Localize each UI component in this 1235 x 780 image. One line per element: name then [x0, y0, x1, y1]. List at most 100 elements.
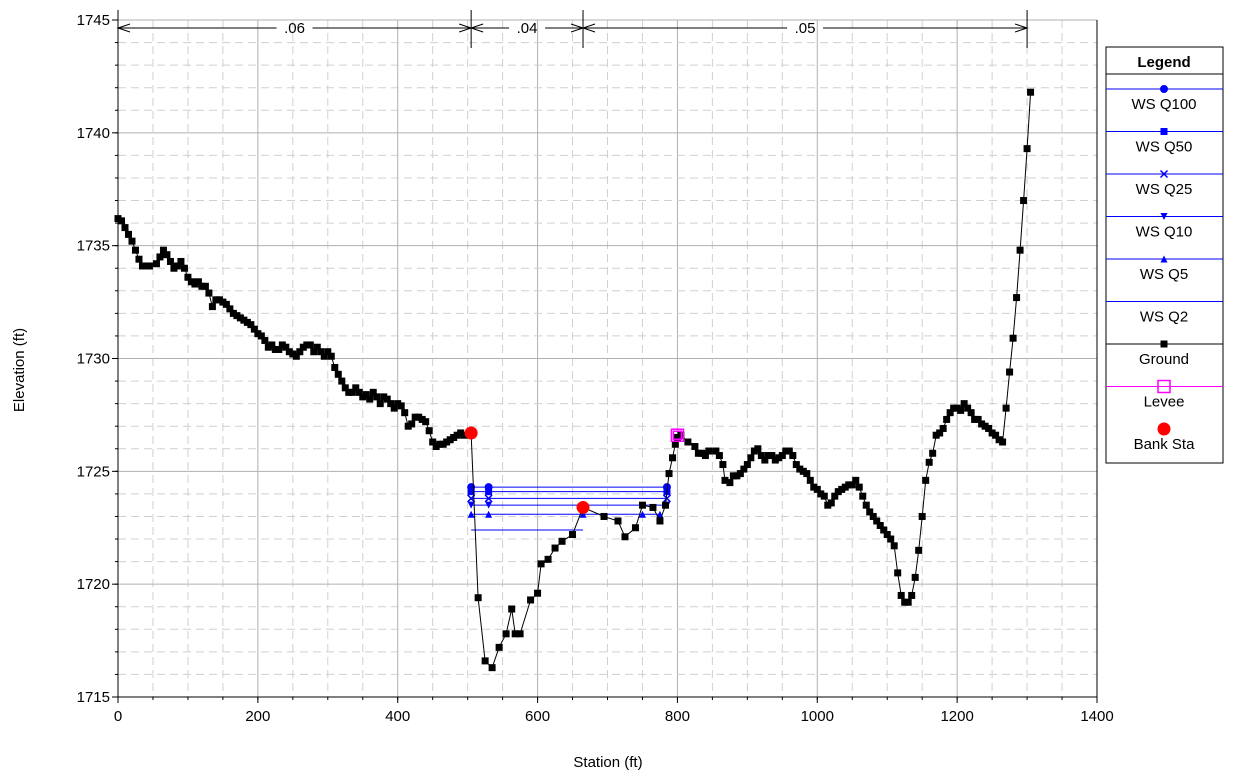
ground-point — [324, 348, 332, 356]
ground-point — [621, 533, 629, 541]
ground-point — [558, 537, 566, 545]
ground-point — [939, 424, 947, 432]
ws-point-q5 — [485, 510, 493, 518]
ground-point — [250, 325, 258, 333]
x-tick-label: 600 — [525, 708, 550, 725]
axes: 0 200 400 600 800 1000 1200 1400 1715 1720 1725 173… — [77, 12, 1114, 725]
ground-point — [338, 377, 346, 385]
ground-point — [390, 404, 398, 412]
legend-marker — [1157, 379, 1171, 394]
ground-point — [317, 348, 325, 356]
ground-point — [684, 438, 692, 446]
ground-point — [614, 517, 622, 525]
ground-point — [768, 452, 776, 460]
ground-point — [331, 364, 339, 372]
ground-point — [348, 388, 356, 396]
ground-point — [341, 384, 349, 392]
roughness-label: .04 — [517, 20, 538, 37]
y-tick-label: 1745 — [77, 12, 110, 29]
ground-point — [936, 429, 944, 437]
ground-point — [922, 476, 930, 484]
ground-point — [669, 454, 677, 462]
y-tick-label: 1720 — [77, 576, 110, 593]
y-axis-label: Elevation (ft) — [11, 328, 28, 412]
ws-point-q5 — [638, 510, 646, 518]
ground-point — [726, 479, 734, 487]
ws-point-q25 — [484, 494, 493, 503]
roughness-arrowhead — [469, 23, 484, 33]
roughness-arrowhead — [1014, 23, 1029, 33]
legend-marker — [1160, 128, 1168, 135]
ground-point — [138, 262, 146, 270]
ground-point — [502, 630, 510, 638]
ground-point — [778, 452, 786, 460]
ground-point — [665, 470, 673, 478]
roughness-arrowhead — [581, 23, 596, 33]
ground-point — [761, 456, 769, 464]
ground-point — [474, 594, 482, 602]
ground-point — [827, 499, 835, 507]
ground-point — [918, 512, 926, 520]
ground-point — [649, 503, 657, 511]
y-tick-label: 1725 — [77, 463, 110, 480]
ground-point — [600, 512, 608, 520]
legend-title: Legend — [1137, 54, 1190, 71]
ground-point — [715, 452, 723, 460]
x-tick-label: 0 — [114, 708, 122, 725]
ground-point — [721, 476, 729, 484]
ground-point — [638, 501, 646, 509]
ground-point — [205, 289, 213, 297]
ground-point — [292, 352, 300, 360]
ground-point — [740, 465, 748, 473]
ground-point — [551, 544, 559, 552]
ground-point — [946, 409, 954, 417]
ground-point — [376, 400, 384, 408]
ground-point — [925, 458, 933, 466]
ground-point — [656, 517, 664, 525]
ground-point — [569, 531, 577, 539]
ground-point — [145, 262, 153, 270]
ground-point — [890, 542, 898, 550]
ground-point — [208, 303, 216, 311]
ground-point — [960, 400, 968, 408]
roughness-label: .05 — [795, 20, 816, 37]
ground-point — [806, 476, 814, 484]
ground-point — [820, 492, 828, 500]
ground-point — [929, 449, 937, 457]
ground-point — [516, 630, 524, 638]
ground-point — [671, 440, 679, 448]
ground-point — [166, 257, 174, 265]
ground-point — [757, 452, 765, 460]
ground-point — [177, 257, 185, 265]
ground-point — [967, 409, 975, 417]
ground-point — [862, 501, 870, 509]
ground-point — [362, 391, 370, 399]
legend-label: Bank Sta — [1134, 436, 1196, 453]
ground-point — [855, 483, 863, 491]
ground-point — [135, 255, 143, 263]
ground-point — [631, 524, 639, 532]
ground-point — [974, 415, 982, 423]
ground-point — [999, 438, 1007, 446]
ground-point — [201, 282, 209, 290]
ground-point — [1016, 246, 1024, 254]
ground-point — [268, 341, 276, 349]
ground-point — [460, 431, 468, 439]
x-tick-label: 800 — [665, 708, 690, 725]
ground-point — [1013, 294, 1021, 302]
ground-point — [527, 596, 535, 604]
ground-point — [897, 591, 905, 599]
x-tick-label: 1000 — [801, 708, 834, 725]
ground-point — [964, 404, 972, 412]
legend-label: WS Q5 — [1140, 266, 1188, 283]
x-tick-label: 400 — [385, 708, 410, 725]
ground-point — [848, 481, 856, 489]
x-tick-label: 200 — [245, 708, 270, 725]
ground-point — [180, 264, 188, 272]
legend-label: WS Q100 — [1131, 96, 1196, 113]
ground-point — [121, 224, 129, 232]
ground-point — [369, 388, 377, 396]
legend-marker — [1160, 85, 1168, 93]
roughness-annotations: .06 .04 .05 — [116, 10, 1029, 48]
ground-point — [373, 393, 381, 401]
